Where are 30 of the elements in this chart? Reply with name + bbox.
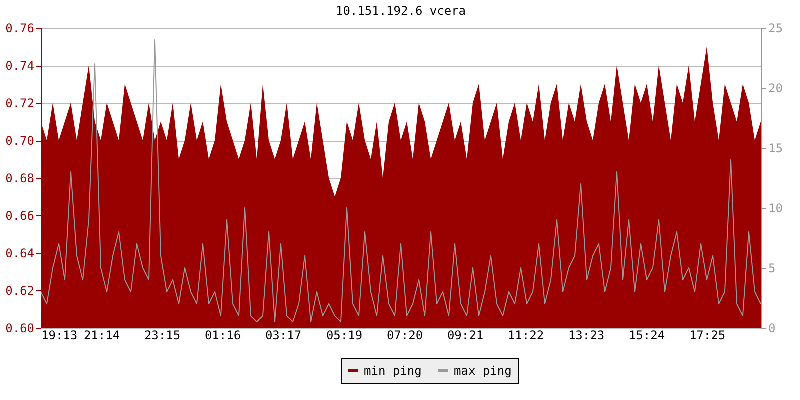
- y-tick-label: 0.60: [6, 322, 34, 336]
- x-tick-label: 17:25: [689, 328, 726, 342]
- y-tick-label: 0.72: [6, 96, 34, 110]
- x-tick-label: 07:20: [386, 328, 424, 342]
- y-tick-label: 0.74: [6, 59, 34, 73]
- y2-tick-label: 25: [768, 22, 783, 36]
- x-tick-label: 01:16: [204, 328, 242, 342]
- y-tick-label: 0.64: [6, 246, 34, 260]
- y-tick-label: 0.68: [6, 172, 34, 186]
- y-tick-label: 0.66: [6, 209, 34, 223]
- x-tick-label: 23:15: [144, 328, 181, 342]
- legend-label: max ping: [454, 364, 512, 378]
- legend-label: min ping: [364, 364, 422, 378]
- y-tick-label: 0.70: [6, 134, 34, 148]
- x-tick-label: 15:24: [628, 328, 666, 342]
- x-tick-label: 11:22: [508, 328, 544, 342]
- x-tick-label: 05:19: [326, 328, 363, 342]
- y2-tick-label: 10: [768, 202, 783, 216]
- y2-tick-label: 5: [768, 262, 776, 276]
- y2-tick-label: 20: [768, 82, 783, 96]
- y2-tick-label: 15: [768, 142, 783, 156]
- x-tick-label: 21:14: [84, 328, 120, 342]
- y2-tick-label: 0: [768, 322, 776, 336]
- chart-title: 10.151.192.6 vcera: [336, 4, 466, 18]
- x-tick-label: 09:21: [447, 328, 484, 342]
- x-tick-label: 19:13: [42, 328, 78, 342]
- x-tick-label: 03:17: [265, 328, 302, 342]
- y-tick-label: 0.76: [6, 22, 34, 36]
- x-tick-label: 13:23: [568, 328, 605, 342]
- y-tick-label: 0.62: [6, 284, 34, 298]
